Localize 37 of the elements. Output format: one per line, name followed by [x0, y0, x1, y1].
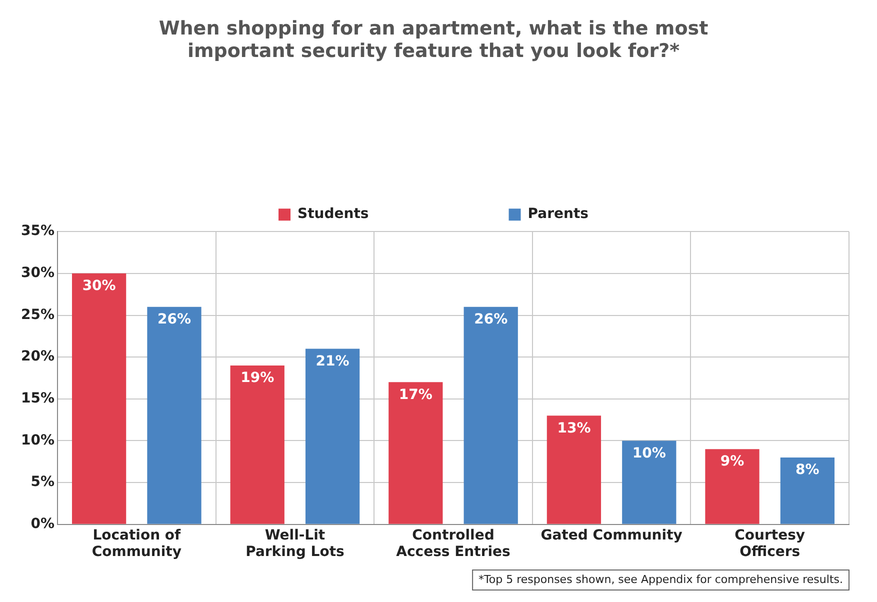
- y-tick-label: 15%: [20, 390, 55, 407]
- data-label: 13%: [557, 420, 591, 436]
- data-label: 10%: [632, 445, 666, 462]
- bar: [230, 365, 284, 524]
- chart-title: When shopping for an apartment, what is the most important security feature that you look for?*: [158, 17, 708, 62]
- bar: [780, 457, 835, 524]
- y-tick-label: 10%: [20, 432, 55, 448]
- bar: [388, 382, 443, 524]
- bar: [464, 306, 518, 524]
- bar: [72, 273, 126, 524]
- bar: [546, 416, 602, 524]
- y-tick-label: 0%: [30, 516, 55, 532]
- data-label: 26%: [474, 312, 508, 328]
- y-tick-label: 20%: [20, 348, 55, 365]
- x-tick-label: Location of Community: [92, 527, 182, 560]
- bar: [705, 449, 760, 524]
- data-label: 8%: [796, 462, 820, 478]
- legend-label: Parents: [528, 206, 588, 222]
- legend-label: Students: [298, 206, 369, 222]
- data-label: 26%: [157, 312, 192, 328]
- bar: [305, 348, 360, 524]
- data-label: 30%: [82, 278, 116, 294]
- x-tick-label: Well-Lit Parking Lots: [246, 527, 344, 560]
- data-label: 17%: [398, 386, 432, 403]
- bar: [622, 440, 676, 524]
- text: *Top 5 responses shown, see Appendix for comprehensive results.: [478, 572, 843, 586]
- x-tick-label: Controlled Access Entries: [396, 527, 510, 560]
- data-label: 19%: [240, 370, 274, 386]
- y-tick-label: 30%: [20, 265, 55, 282]
- data-label: 21%: [316, 353, 350, 370]
- y-tick-label: 35%: [20, 223, 55, 240]
- x-tick-label: Courtesy Officers: [734, 527, 806, 560]
- x-tick-label: Gated Community: [540, 527, 682, 544]
- data-label: 9%: [720, 454, 744, 470]
- y-tick-label: 5%: [30, 474, 55, 490]
- y-tick-label: 25%: [20, 306, 55, 323]
- bar: [147, 306, 202, 524]
